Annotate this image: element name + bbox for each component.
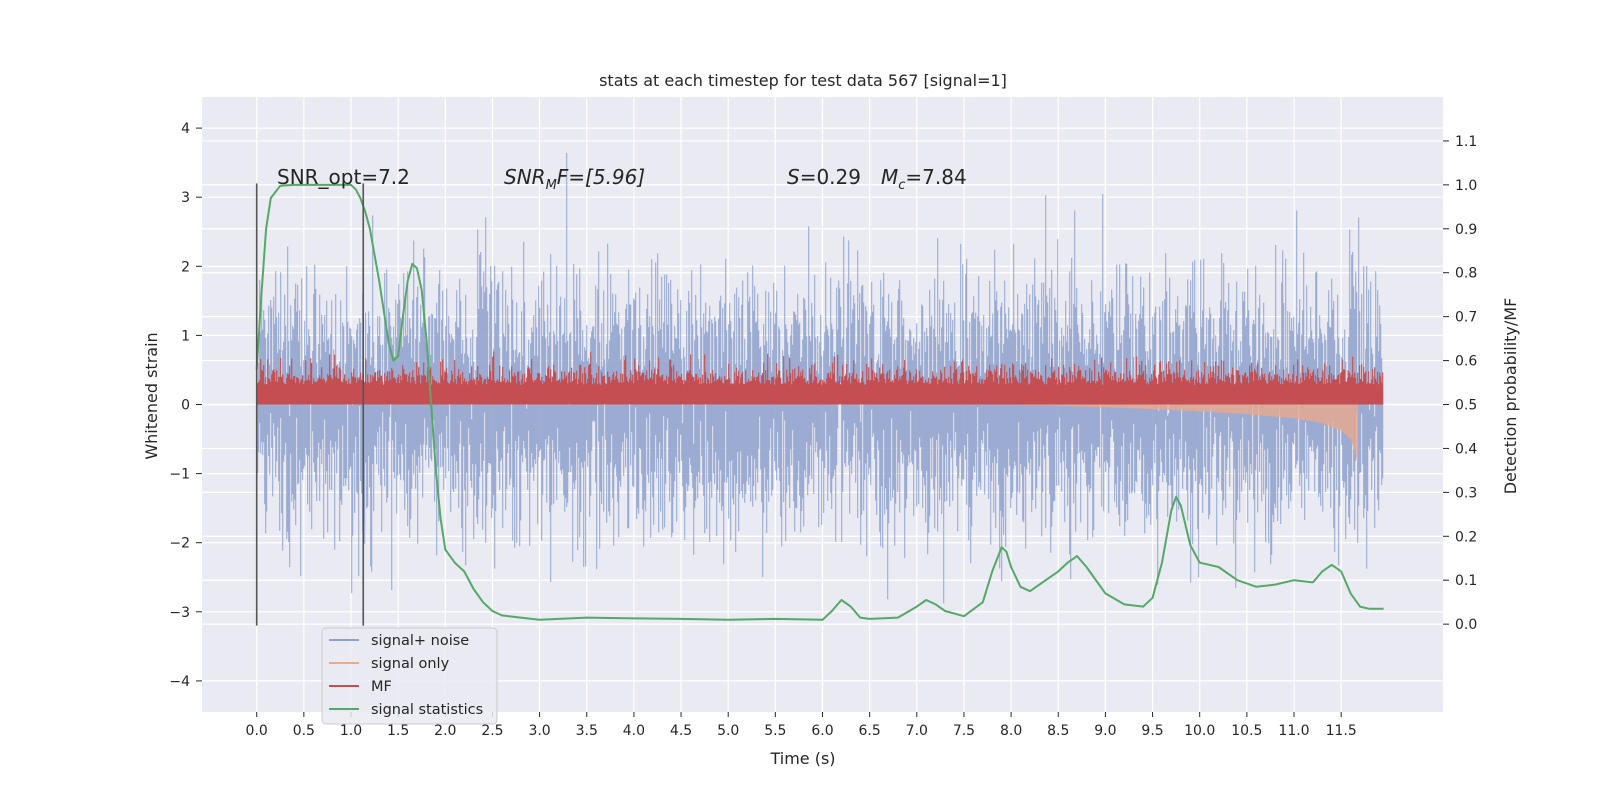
x-tick-label: 9.0 (1094, 723, 1116, 739)
x-tick-label: 4.5 (670, 723, 692, 739)
x-tick-label: 0.5 (293, 723, 315, 739)
x-tick-label: 8.0 (1000, 723, 1022, 739)
x-tick-label: 0.0 (246, 723, 268, 739)
annotation-s: S=0.29 (787, 165, 861, 189)
legend-label-signal-noise: signal+ noise (371, 633, 469, 649)
annotation-snr-mf: SNRMF=[5.96] (504, 165, 645, 193)
x-tick-label: 6.0 (811, 723, 833, 739)
y-left-tick-label: 1 (181, 328, 190, 344)
y-right-tick-label: 0.5 (1455, 398, 1477, 414)
y-right-tick-label: 0.0 (1455, 617, 1477, 633)
x-tick-label: 2.0 (434, 723, 456, 739)
y-right-tick-label: 0.4 (1455, 441, 1477, 457)
y-right-tick-label: 0.3 (1455, 485, 1477, 501)
legend-label-signal-statistics: signal statistics (371, 702, 483, 718)
x-tick-label: 11.5 (1326, 723, 1357, 739)
y-left-tick-label: 4 (181, 121, 190, 137)
y-right-tick-label: 0.8 (1455, 266, 1477, 282)
x-axis-ticks: 0.0 0.5 1.0 1.5 2.0 2.5 3.0 3.5 4.0 4.5 5.0 5.5 6.0 6… (246, 712, 1357, 739)
x-tick-label: 6.5 (859, 723, 881, 739)
signal-statistics-series (255, 183, 1384, 621)
signal-only-fill (1011, 404, 1359, 464)
y-right-tick-label: 0.2 (1455, 529, 1477, 545)
y-left-axis-label: Whitened strain (142, 332, 161, 459)
annotation-snr-opt: SNR_opt=7.2 (277, 165, 410, 189)
x-tick-label: 7.0 (906, 723, 928, 739)
legend-label-signal-only: signal only (371, 656, 450, 672)
x-tick-label: 1.0 (340, 723, 362, 739)
x-tick-label: 3.0 (528, 723, 550, 739)
x-tick-label: 10.0 (1184, 723, 1215, 739)
legend-box (321, 627, 498, 725)
y-left-tick-label: 0 (181, 398, 190, 414)
x-tick-label: 10.5 (1231, 723, 1262, 739)
y-left-tick-label: −2 (169, 536, 190, 552)
annotation-mc: Mc=7.84 (881, 165, 967, 193)
x-tick-label: 7.5 (953, 723, 975, 739)
y-left-tick-label: −4 (169, 674, 190, 690)
y-left-axis-ticks: −4 −3 −2 −1 0 1 2 3 4 (169, 121, 202, 690)
x-tick-label: 3.5 (576, 723, 598, 739)
y-right-axis-label: Detection probability/MF (1501, 298, 1520, 495)
y-left-tick-label: 3 (181, 190, 190, 206)
chart-title: stats at each timestep for test data 567… (599, 71, 1007, 90)
y-left-tick-label: −1 (169, 467, 190, 483)
legend: signal+ noise signal only MF signal stat… (321, 627, 498, 725)
x-tick-label: 5.5 (764, 723, 786, 739)
y-right-tick-label: 1.0 (1455, 178, 1477, 194)
y-right-tick-label: 0.7 (1455, 310, 1477, 326)
y-right-tick-label: 0.1 (1455, 573, 1477, 589)
x-tick-label: 2.5 (481, 723, 503, 739)
y-right-tick-label: 1.1 (1455, 134, 1477, 150)
x-tick-label: 9.5 (1141, 723, 1163, 739)
x-tick-label: 5.0 (717, 723, 739, 739)
y-right-tick-label: 0.6 (1455, 354, 1477, 370)
legend-label-mf: MF (371, 679, 392, 695)
y-left-tick-label: 2 (181, 259, 190, 275)
x-tick-label: 1.5 (387, 723, 409, 739)
y-right-tick-label: 0.9 (1455, 222, 1477, 238)
x-axis-label: Time (s) (769, 749, 835, 768)
y-right-axis-ticks: 0.0 0.1 0.2 0.3 0.4 0.5 0.6 0.7 0.8 0.9 1.0 1.1 (1443, 134, 1477, 633)
y-left-tick-label: −3 (169, 605, 190, 621)
x-tick-label: 4.0 (623, 723, 645, 739)
signal-statistics-line (255, 183, 1384, 621)
x-tick-label: 8.5 (1047, 723, 1069, 739)
signal-only-series (1011, 404, 1359, 464)
vertical-markers (255, 183, 365, 626)
x-tick-label: 11.0 (1278, 723, 1309, 739)
